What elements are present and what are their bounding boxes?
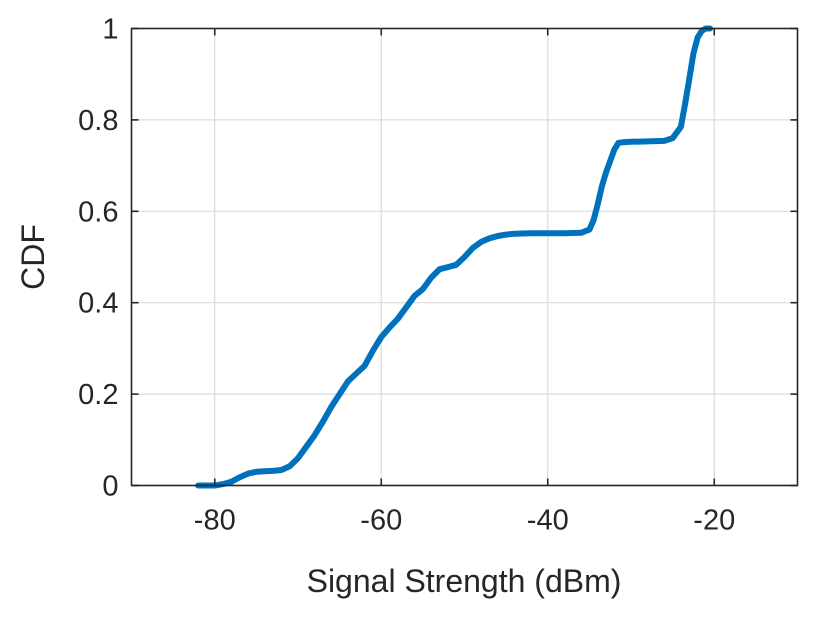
x-tick-label: -40	[527, 505, 569, 537]
y-tick-label: 1	[102, 14, 118, 46]
x-tick-label: -60	[360, 505, 402, 537]
y-tick-label: 0.4	[78, 288, 118, 320]
y-tick-label: 0.6	[78, 196, 118, 228]
plot-frame	[130, 27, 799, 487]
cdf-line	[195, 25, 714, 489]
y-axis-label: CDF	[15, 224, 51, 290]
y-tick-label: 0	[102, 471, 118, 503]
series-layer	[195, 25, 714, 489]
x-tick-label: -80	[194, 505, 236, 537]
x-tick-label: -20	[693, 505, 735, 537]
x-axis-label: Signal Strength (dBm)	[307, 563, 622, 599]
y-tick-label: 0.8	[78, 105, 118, 137]
y-tick-label: 0.2	[78, 379, 118, 411]
axis-ticks: -80 -60 -40 -20 0 0.2 0.4 0.6 0.8 1	[78, 14, 798, 537]
